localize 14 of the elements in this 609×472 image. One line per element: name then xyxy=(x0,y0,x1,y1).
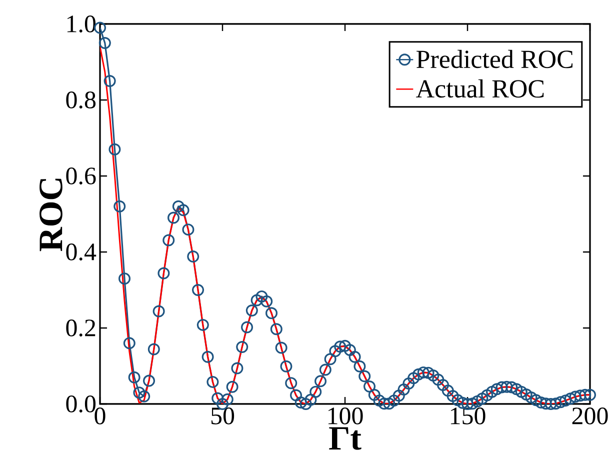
x-tick-label: 100 xyxy=(328,408,363,424)
legend-label: Predicted ROC xyxy=(416,50,572,68)
y-tick-label: 0.8 xyxy=(66,91,96,108)
legend-label: Actual ROC xyxy=(416,79,544,98)
x-axis-title: Γt xyxy=(329,427,362,450)
y-tick-label: 0.4 xyxy=(66,243,96,260)
y-tick-label: 0.6 xyxy=(66,167,96,184)
y-tick-label: 1.0 xyxy=(67,15,96,32)
x-tick-label: 0 xyxy=(94,408,106,424)
y-tick-label: 0.0 xyxy=(66,395,96,412)
y-tick-label: 0.2 xyxy=(66,319,96,336)
y-axis-title: ROC xyxy=(40,178,62,252)
x-tick-label: 200 xyxy=(572,408,608,424)
x-tick-label: 50 xyxy=(211,408,234,424)
